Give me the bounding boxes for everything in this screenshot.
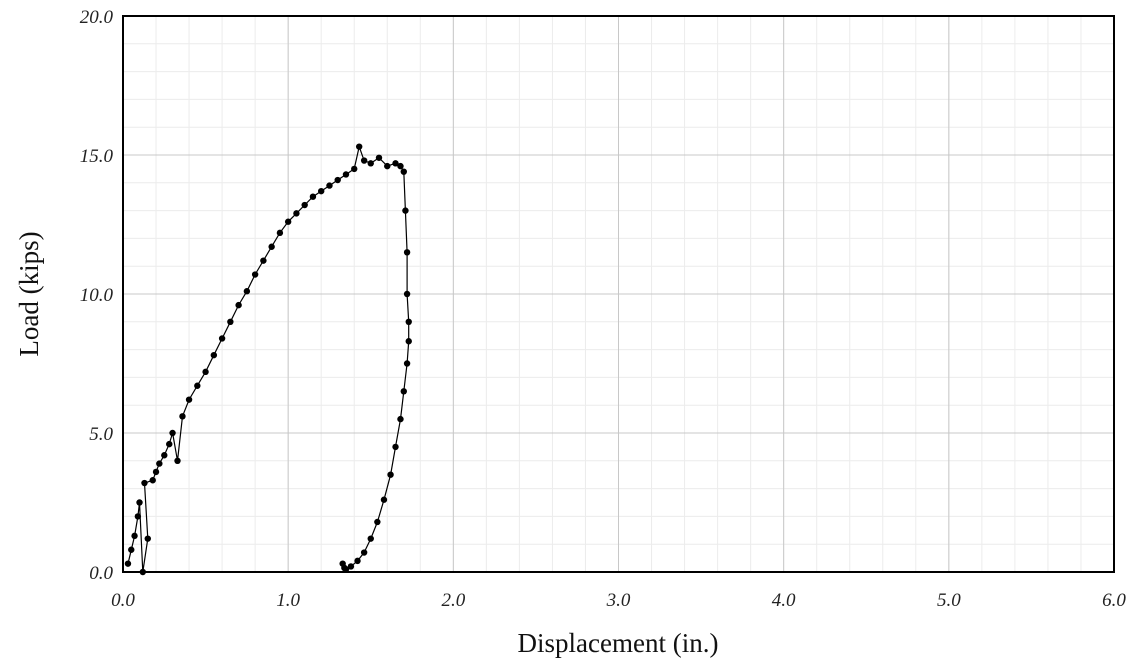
y-tick-label: 20.0 (80, 7, 114, 28)
data-point (309, 193, 317, 200)
data-point (397, 415, 404, 423)
data-point (293, 210, 300, 217)
data-point (342, 171, 350, 178)
x-tick-label: 5.0 (937, 590, 961, 611)
data-point (227, 318, 234, 325)
data-point (339, 560, 346, 567)
data-point (124, 560, 132, 567)
y-axis-title: Load (kips) (14, 231, 44, 356)
data-point (243, 288, 251, 295)
data-point (351, 165, 358, 173)
data-point (218, 335, 226, 342)
y-tick-label: 5.0 (89, 424, 113, 445)
x-tick-label: 3.0 (606, 590, 631, 611)
data-point (384, 162, 391, 170)
data-point (367, 535, 374, 542)
data-point (405, 318, 412, 325)
x-tick-label: 1.0 (276, 590, 300, 611)
data-point (161, 452, 168, 459)
data-point (131, 532, 138, 540)
data-point (268, 243, 275, 250)
data-point (144, 535, 151, 542)
plot-area-frame (122, 15, 1115, 573)
data-point (360, 549, 368, 556)
data-point (128, 546, 135, 553)
data-point (403, 249, 411, 256)
data-point (367, 160, 374, 167)
data-point (202, 368, 209, 376)
data-point (179, 413, 186, 420)
data-point (260, 257, 267, 264)
data-point (380, 496, 388, 503)
y-tick-label: 15.0 (80, 146, 114, 167)
y-tick-labels: 0.0 5.0 10.0 15.0 20.0 (80, 7, 114, 584)
data-point (374, 518, 381, 526)
data-point (166, 440, 173, 448)
data-point (134, 513, 142, 520)
data-point (354, 557, 361, 565)
x-tick-label: 4.0 (772, 590, 796, 611)
data-point (403, 290, 411, 298)
y-tick-label: 10.0 (80, 285, 114, 306)
x-tick-labels: 0.0 1.0 2.0 3.0 4.0 5.0 6.0 (111, 590, 1126, 611)
data-series (124, 143, 412, 576)
data-point (400, 168, 407, 175)
data-point (403, 360, 411, 367)
data-point (402, 207, 409, 214)
data-point (152, 468, 160, 476)
data-point (141, 479, 148, 487)
data-point (318, 187, 325, 195)
x-axis-title: Displacement (in.) (518, 628, 719, 658)
data-point (156, 460, 163, 467)
data-point (387, 471, 394, 478)
x-tick-label: 0.0 (111, 590, 135, 611)
series-line (127, 144, 410, 573)
data-point (174, 457, 181, 464)
data-point (276, 229, 284, 237)
data-point (169, 429, 176, 437)
data-point (136, 499, 143, 506)
data-point (397, 162, 404, 170)
y-tick-label: 0.0 (89, 563, 113, 584)
major-gridlines (123, 16, 1114, 572)
data-point (251, 271, 259, 278)
data-point (149, 477, 156, 484)
data-point (392, 443, 399, 451)
data-point (210, 351, 218, 359)
data-point (185, 396, 193, 403)
data-point (301, 201, 308, 209)
data-point (235, 301, 242, 309)
data-point (326, 182, 333, 189)
x-tick-label: 2.0 (441, 590, 465, 611)
data-point (400, 388, 407, 395)
data-point (405, 338, 412, 345)
data-point (284, 218, 292, 225)
data-point (360, 157, 368, 164)
data-point (392, 160, 399, 167)
data-point (334, 176, 341, 184)
x-tick-label: 6.0 (1102, 590, 1126, 611)
data-point (194, 382, 201, 389)
data-point (355, 143, 363, 150)
data-point (347, 563, 355, 570)
data-point (375, 154, 383, 161)
